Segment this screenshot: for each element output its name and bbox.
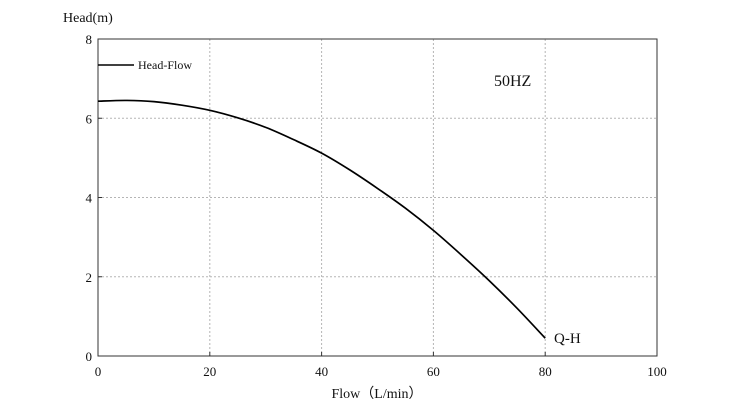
x-tick-label: 100 xyxy=(647,364,667,379)
legend-label-head-flow: Head-Flow xyxy=(138,58,192,72)
legend: Head-Flow xyxy=(98,58,192,72)
x-tick-label: 60 xyxy=(427,364,440,379)
y-tick-label: 4 xyxy=(86,191,93,206)
curve-label-q-h: Q-H xyxy=(554,331,581,347)
x-tick-label: 80 xyxy=(539,364,552,379)
y-tick-label: 2 xyxy=(86,270,93,285)
series-layer xyxy=(97,99,546,339)
y-tick-label: 6 xyxy=(86,111,93,126)
y-axis-title: Head(m) xyxy=(63,11,113,26)
axis-ticks: 0 20 40 60 80 100 0 2 4 6 8 xyxy=(86,32,667,379)
frequency-annotation: 50HZ xyxy=(494,73,531,90)
y-tick-label: 0 xyxy=(86,349,93,364)
grid-lines xyxy=(98,39,657,356)
x-tick-label: 20 xyxy=(203,364,216,379)
x-axis-title: Flow（L/min） xyxy=(331,386,422,402)
plot-frame xyxy=(97,38,658,357)
x-tick-label: 0 xyxy=(95,364,102,379)
x-tick-label: 40 xyxy=(315,364,328,379)
series-line-head-flow xyxy=(97,99,546,339)
y-tick-label: 8 xyxy=(86,32,93,47)
